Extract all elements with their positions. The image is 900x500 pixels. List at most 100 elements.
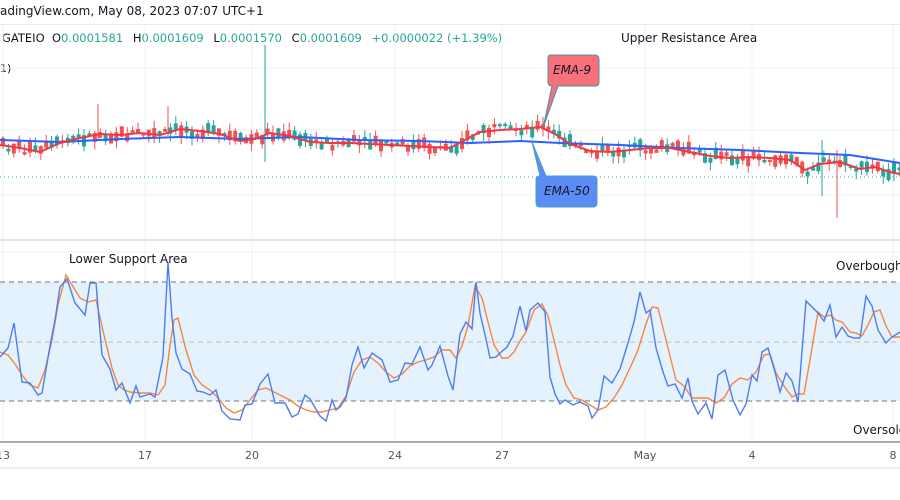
candle-body	[55, 136, 59, 145]
candle-body	[125, 133, 130, 142]
candle-body	[470, 134, 475, 140]
time-axis[interactable]: 13 17 20 24 27 May 4 8	[0, 443, 900, 471]
candle-body	[206, 123, 211, 133]
candle-body	[865, 161, 869, 173]
candle-body	[654, 149, 659, 153]
candle-body	[519, 130, 524, 136]
candle-body	[649, 146, 653, 154]
candle-body	[260, 134, 265, 145]
candle-body	[141, 133, 146, 136]
candle-body	[535, 120, 540, 130]
candle-body	[762, 159, 767, 163]
candle-body	[406, 146, 410, 152]
candle-body	[314, 139, 319, 143]
chart-attribution: adingView.com, May 08, 2023 07:07 UTC+1	[0, 4, 264, 18]
time-tick: 17	[138, 449, 152, 462]
ohlc-legend: GATEIO O0.0001581 H0.0001609 L0.0001570 …	[2, 31, 508, 45]
candle-body	[238, 132, 243, 141]
candle-body	[400, 139, 405, 145]
close-value: 0.0001609	[299, 31, 362, 45]
candle-body	[676, 140, 680, 149]
candle-body	[622, 151, 626, 158]
candle-body	[222, 133, 227, 136]
candle-body	[254, 132, 259, 139]
candle-body	[735, 157, 740, 165]
oversold-annotation: Oversold	[853, 423, 900, 437]
candle-body	[352, 134, 356, 142]
lower-support-annotation: Lower Support Area	[69, 252, 188, 266]
candle-body	[794, 156, 799, 166]
candle-body	[892, 162, 896, 174]
candle-body	[730, 155, 734, 166]
candle-body	[157, 131, 162, 136]
candle-body	[740, 150, 745, 161]
candle-body	[119, 126, 124, 137]
candle-body	[789, 154, 794, 162]
candle-body	[433, 146, 437, 154]
high-value: 0.0001609	[141, 31, 204, 45]
candle-body	[211, 125, 216, 134]
candle-body	[152, 128, 157, 138]
candle-body	[422, 137, 427, 149]
candle-body	[227, 130, 232, 141]
candle-body	[767, 159, 772, 162]
candle-body	[811, 167, 815, 171]
open-value: 0.0001581	[61, 31, 124, 45]
candle-body	[719, 151, 724, 160]
low-value: 0.0001570	[219, 31, 282, 45]
candle-body	[843, 154, 848, 166]
candle-body	[551, 129, 556, 134]
candle-body	[681, 149, 686, 156]
ema-50-line	[0, 135, 900, 164]
candle-body	[330, 145, 335, 151]
candle-body	[6, 148, 11, 152]
candle-body	[881, 169, 886, 177]
change-value: +0.0000022 (+1.39%)	[371, 31, 503, 45]
ema-9-callout	[542, 54, 600, 129]
low-key: L	[213, 31, 220, 45]
candle-body	[325, 137, 329, 144]
candle-body	[805, 171, 810, 177]
candle-body	[827, 159, 832, 164]
candle-body	[38, 146, 43, 154]
candle-body	[875, 161, 880, 172]
candle-body	[568, 134, 572, 147]
candle-body	[751, 150, 756, 159]
stochastic-pane	[0, 261, 900, 423]
candle-body	[708, 157, 713, 163]
candle-body	[492, 124, 497, 128]
candle-body	[773, 155, 778, 167]
candle-body	[897, 167, 900, 171]
candle-body	[703, 153, 707, 163]
candle-body	[168, 127, 173, 134]
candle-body	[292, 130, 297, 140]
candle-body	[384, 141, 389, 144]
candle-body	[33, 145, 38, 151]
high-key: H	[132, 31, 142, 45]
candle-body	[724, 152, 729, 156]
candle-body	[670, 143, 675, 147]
candle-body	[454, 143, 459, 154]
time-tick: May	[633, 449, 657, 462]
candle-body	[11, 143, 16, 154]
candle-body	[584, 150, 589, 154]
ema-50-callout	[531, 141, 598, 208]
header-divider	[0, 24, 900, 25]
candle-body	[22, 152, 27, 155]
candle-body	[600, 143, 605, 153]
time-tick: 4	[748, 449, 756, 462]
candle-body	[362, 136, 367, 141]
candle-body	[605, 144, 610, 151]
candle-body	[103, 134, 108, 142]
candle-body	[200, 129, 205, 139]
candle-body	[497, 124, 502, 127]
candle-body	[557, 130, 562, 139]
candle-body	[643, 150, 648, 154]
candlesticks	[1, 45, 900, 218]
candle-body	[416, 139, 421, 149]
candle-body	[163, 129, 167, 132]
candle-body	[816, 162, 821, 172]
candle-body	[395, 142, 400, 146]
candle-body	[319, 142, 324, 150]
